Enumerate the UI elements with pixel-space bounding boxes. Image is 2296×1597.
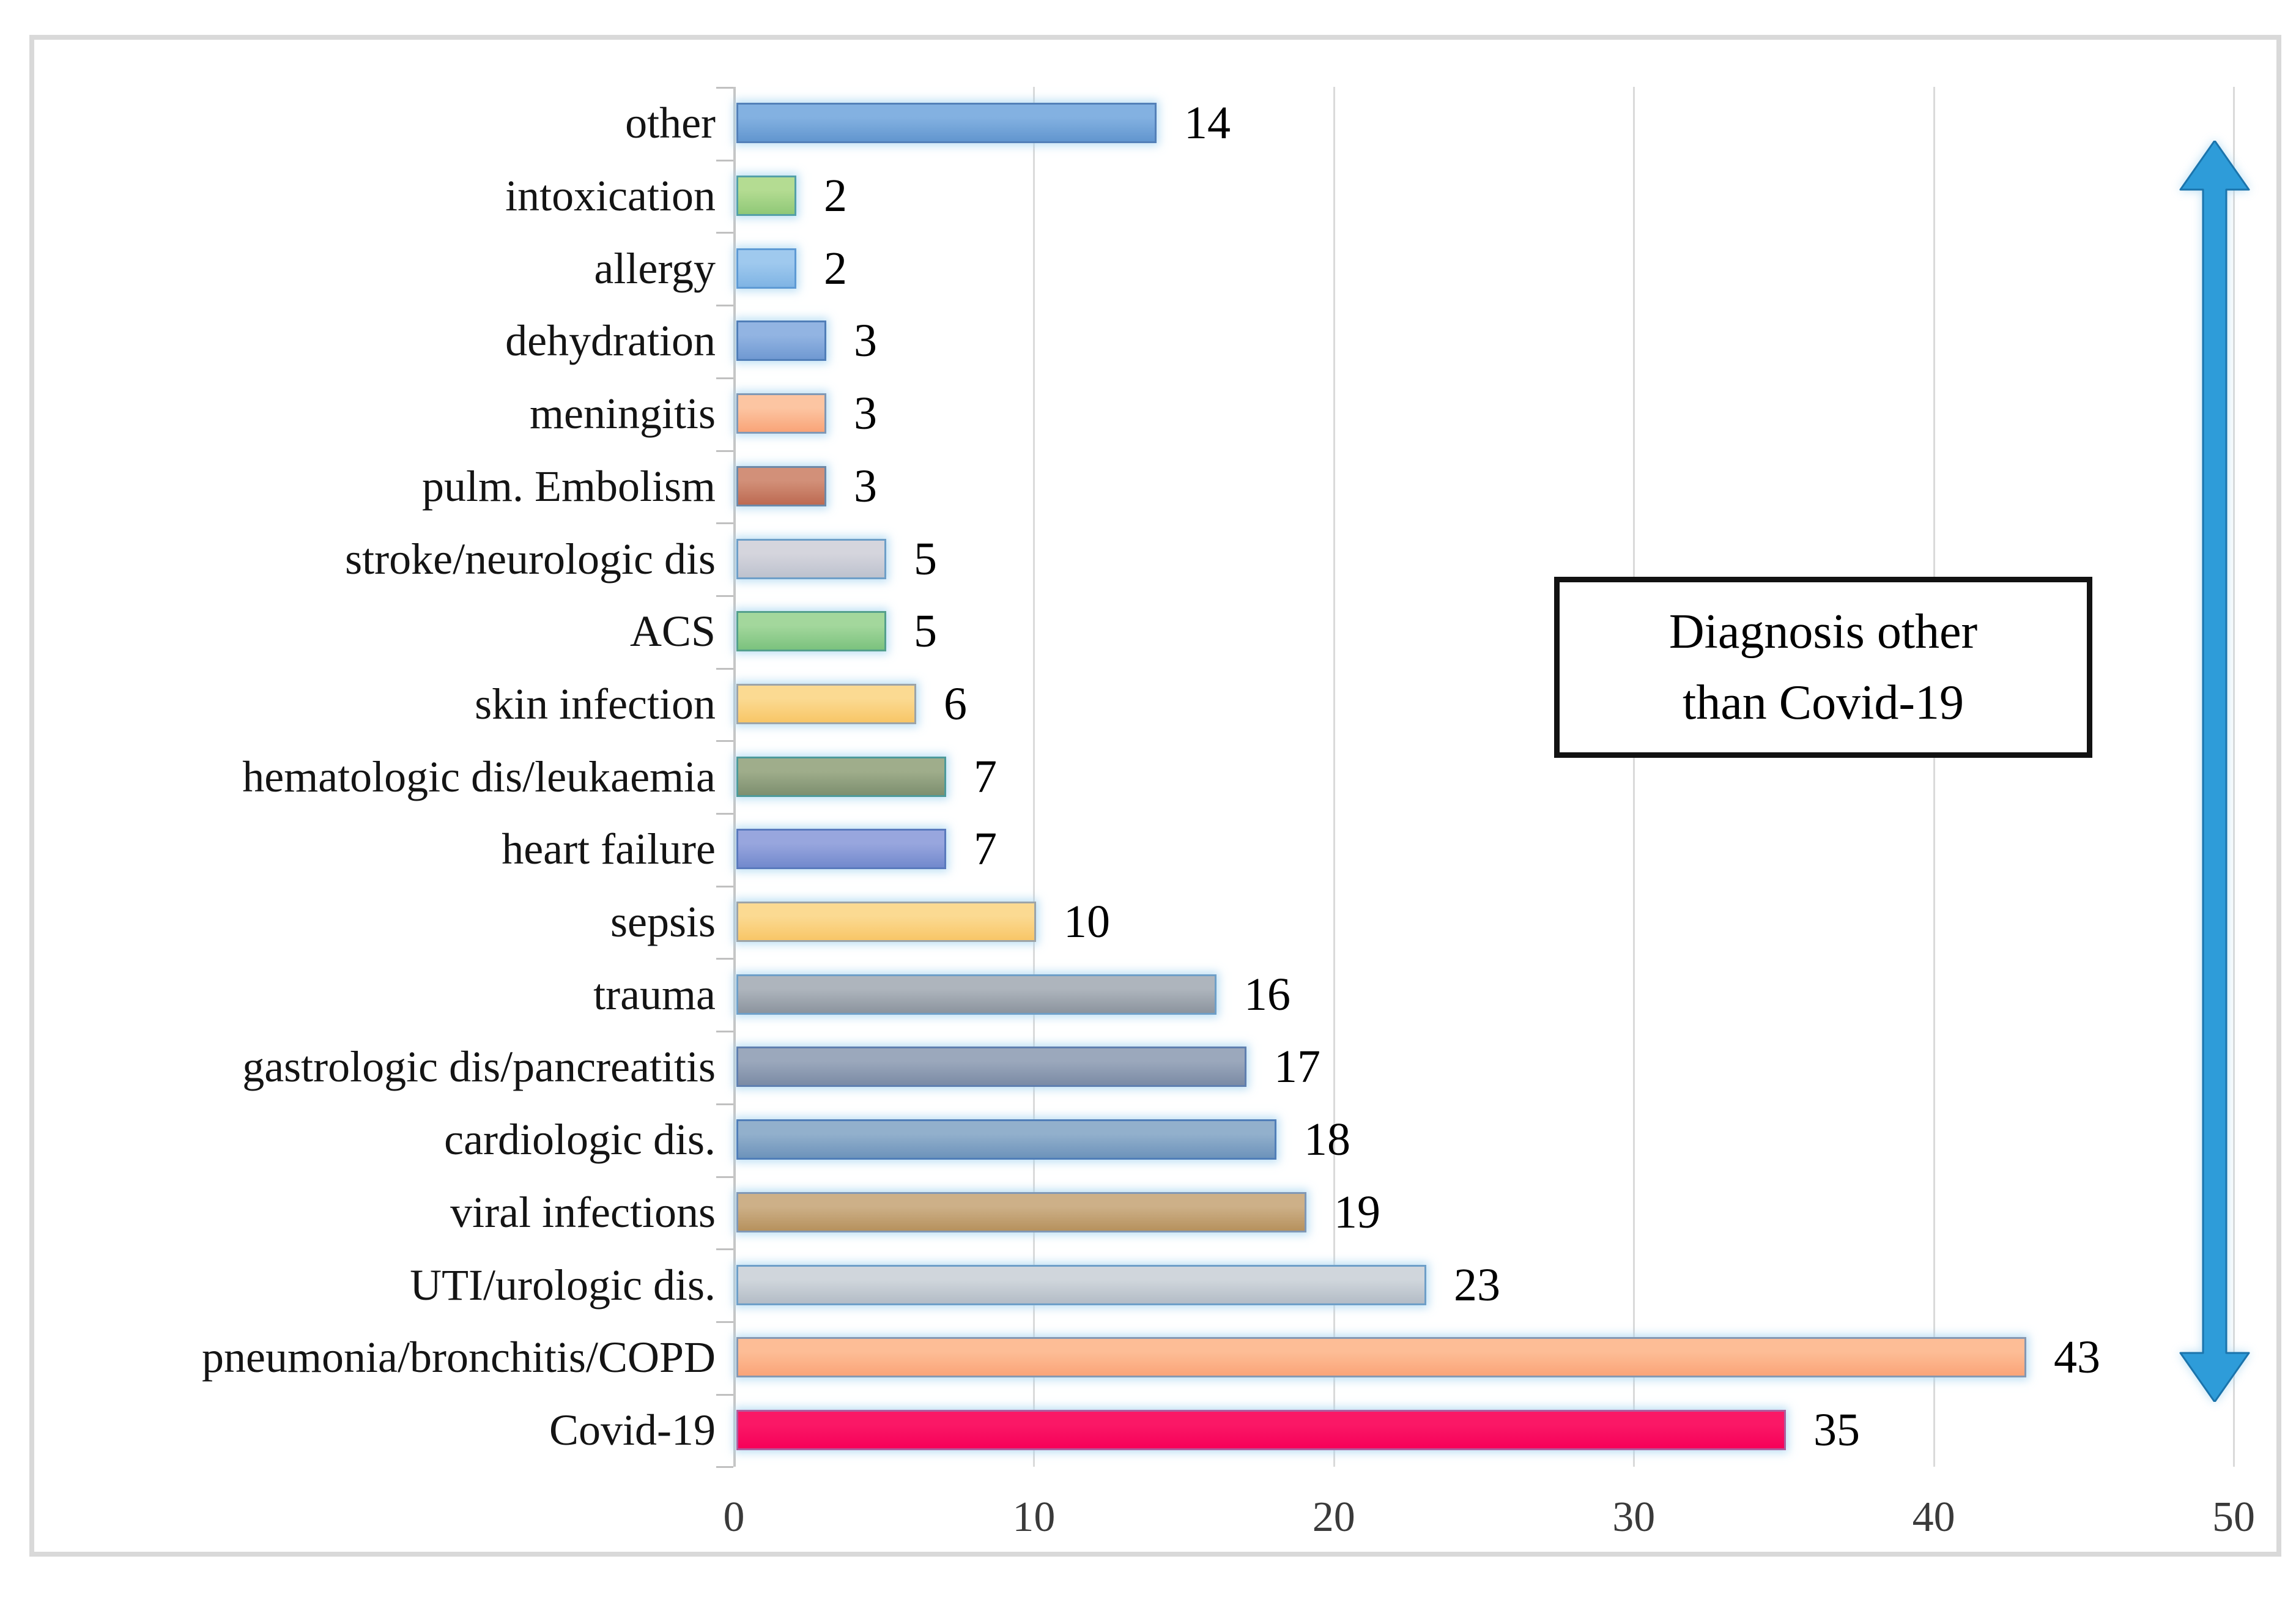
value-label-hematologic-dis-leukaemia: 7: [974, 751, 997, 802]
gridline-10: [1033, 87, 1035, 1467]
plot-area: other 14 intoxication 2 allergy 2 dehydration 3…: [34, 40, 2276, 1552]
value-label-viral-infections: 19: [1334, 1187, 1380, 1238]
value-label-trauma: 16: [1244, 969, 1291, 1020]
x-tick-label-50: 50: [2212, 1494, 2255, 1541]
y-axis-tick: [716, 1031, 733, 1032]
category-label-cardiologic-dis: cardiologic dis.: [444, 1115, 716, 1164]
x-tick-label-0: 0: [723, 1494, 745, 1541]
bar-sepsis: [736, 902, 1036, 942]
bar-uti-urologic-dis: [736, 1265, 1426, 1305]
bar-skin-infection: [736, 684, 916, 724]
bar-heart-failure: [736, 829, 946, 869]
bar-stroke-neurologic-dis: [736, 539, 886, 579]
category-label-dehydration: dehydration: [505, 316, 716, 365]
bar-acs: [736, 611, 886, 651]
y-axis-tick: [716, 1466, 733, 1468]
bar-other: [736, 103, 1157, 143]
value-label-dehydration: 3: [854, 315, 877, 366]
bar-covid-19: [736, 1410, 1786, 1450]
y-axis-tick: [716, 87, 733, 89]
y-axis-tick: [716, 160, 733, 161]
category-label-hematologic-dis-leukaemia: hematologic dis/leukaemia: [242, 752, 716, 801]
value-label-acs: 5: [914, 606, 937, 657]
x-tick-label-40: 40: [1912, 1494, 1955, 1541]
value-label-sepsis: 10: [1064, 896, 1110, 947]
y-axis-tick: [716, 450, 733, 452]
annotation-box: Diagnosis other than Covid-19: [1554, 577, 2092, 758]
category-label-allergy: allergy: [594, 244, 716, 293]
y-axis-tick: [716, 1248, 733, 1250]
category-label-uti-urologic-dis: UTI/urologic dis.: [410, 1261, 716, 1310]
y-axis-tick: [716, 1321, 733, 1323]
category-label-intoxication: intoxication: [505, 171, 716, 220]
annotation-line-1: Diagnosis other: [1668, 605, 1978, 659]
category-label-heart-failure: heart failure: [502, 824, 716, 873]
x-tick-label-20: 20: [1312, 1494, 1355, 1541]
double-arrow-icon: [2179, 141, 2250, 1402]
bar-cardiologic-dis: [736, 1119, 1276, 1160]
y-axis-tick: [716, 813, 733, 815]
bar-viral-infections: [736, 1192, 1306, 1232]
gridline-20: [1333, 87, 1335, 1467]
y-axis-tick: [716, 595, 733, 597]
gridline-40: [1933, 87, 1935, 1467]
category-label-skin-infection: skin infection: [475, 680, 716, 728]
y-axis-tick: [716, 740, 733, 742]
y-axis-tick: [716, 232, 733, 234]
value-label-intoxication: 2: [824, 170, 847, 221]
value-label-allergy: 2: [824, 243, 847, 294]
value-label-cardiologic-dis: 18: [1304, 1114, 1350, 1165]
value-label-pneumonia-bronchitis-copd: 43: [2054, 1332, 2100, 1383]
value-label-uti-urologic-dis: 23: [1454, 1259, 1500, 1311]
y-axis-tick: [716, 305, 733, 306]
y-axis-tick: [716, 522, 733, 524]
bar-gastrologic-dis-pancreatitis: [736, 1047, 1246, 1087]
bar-pneumonia-bronchitis-copd: [736, 1337, 2026, 1377]
category-label-other: other: [625, 98, 716, 147]
value-label-covid-19: 35: [1813, 1404, 1860, 1456]
x-tick-label-10: 10: [1012, 1494, 1056, 1541]
annotation-line-2: than Covid-19: [1683, 676, 1964, 730]
value-label-meningitis: 3: [854, 388, 877, 439]
category-label-gastrologic-dis-pancreatitis: gastrologic dis/pancreatitis: [242, 1042, 716, 1091]
y-axis-spine: [733, 87, 736, 1467]
y-axis-tick: [716, 1103, 733, 1105]
bar-meningitis: [736, 393, 826, 434]
bar-allergy: [736, 248, 796, 289]
y-axis-tick: [716, 958, 733, 960]
category-label-sepsis: sepsis: [610, 897, 716, 946]
category-label-stroke-neurologic-dis: stroke/neurologic dis: [345, 535, 716, 584]
y-axis-tick: [716, 377, 733, 379]
bar-hematologic-dis-leukaemia: [736, 757, 946, 797]
category-label-pulm-embolism: pulm. Embolism: [421, 462, 716, 511]
value-label-other: 14: [1184, 97, 1231, 149]
category-label-covid-19: Covid-19: [549, 1406, 716, 1454]
y-axis-tick: [716, 1394, 733, 1396]
x-tick-label-30: 30: [1612, 1494, 1656, 1541]
gridline-30: [1633, 87, 1635, 1467]
bar-dehydration: [736, 321, 826, 361]
value-label-pulm-embolism: 3: [854, 461, 877, 512]
bar-trauma: [736, 974, 1217, 1015]
y-axis-tick: [716, 1176, 733, 1178]
gridline-50: [2233, 87, 2235, 1467]
category-label-viral-infections: viral infections: [450, 1188, 716, 1237]
category-label-acs: ACS: [629, 607, 716, 656]
value-label-heart-failure: 7: [974, 823, 997, 875]
value-label-skin-infection: 6: [944, 678, 967, 730]
y-axis-tick: [716, 886, 733, 887]
value-label-stroke-neurologic-dis: 5: [914, 533, 937, 585]
category-label-trauma: trauma: [593, 970, 716, 1019]
category-label-meningitis: meningitis: [530, 389, 716, 438]
figure-frame: other 14 intoxication 2 allergy 2 dehydration 3…: [29, 35, 2281, 1557]
category-label-pneumonia-bronchitis-copd: pneumonia/bronchitis/COPD: [202, 1333, 716, 1382]
bar-pulm-embolism: [736, 466, 826, 506]
value-label-gastrologic-dis-pancreatitis: 17: [1274, 1041, 1320, 1092]
bar-intoxication: [736, 176, 796, 216]
y-axis-tick: [716, 668, 733, 670]
